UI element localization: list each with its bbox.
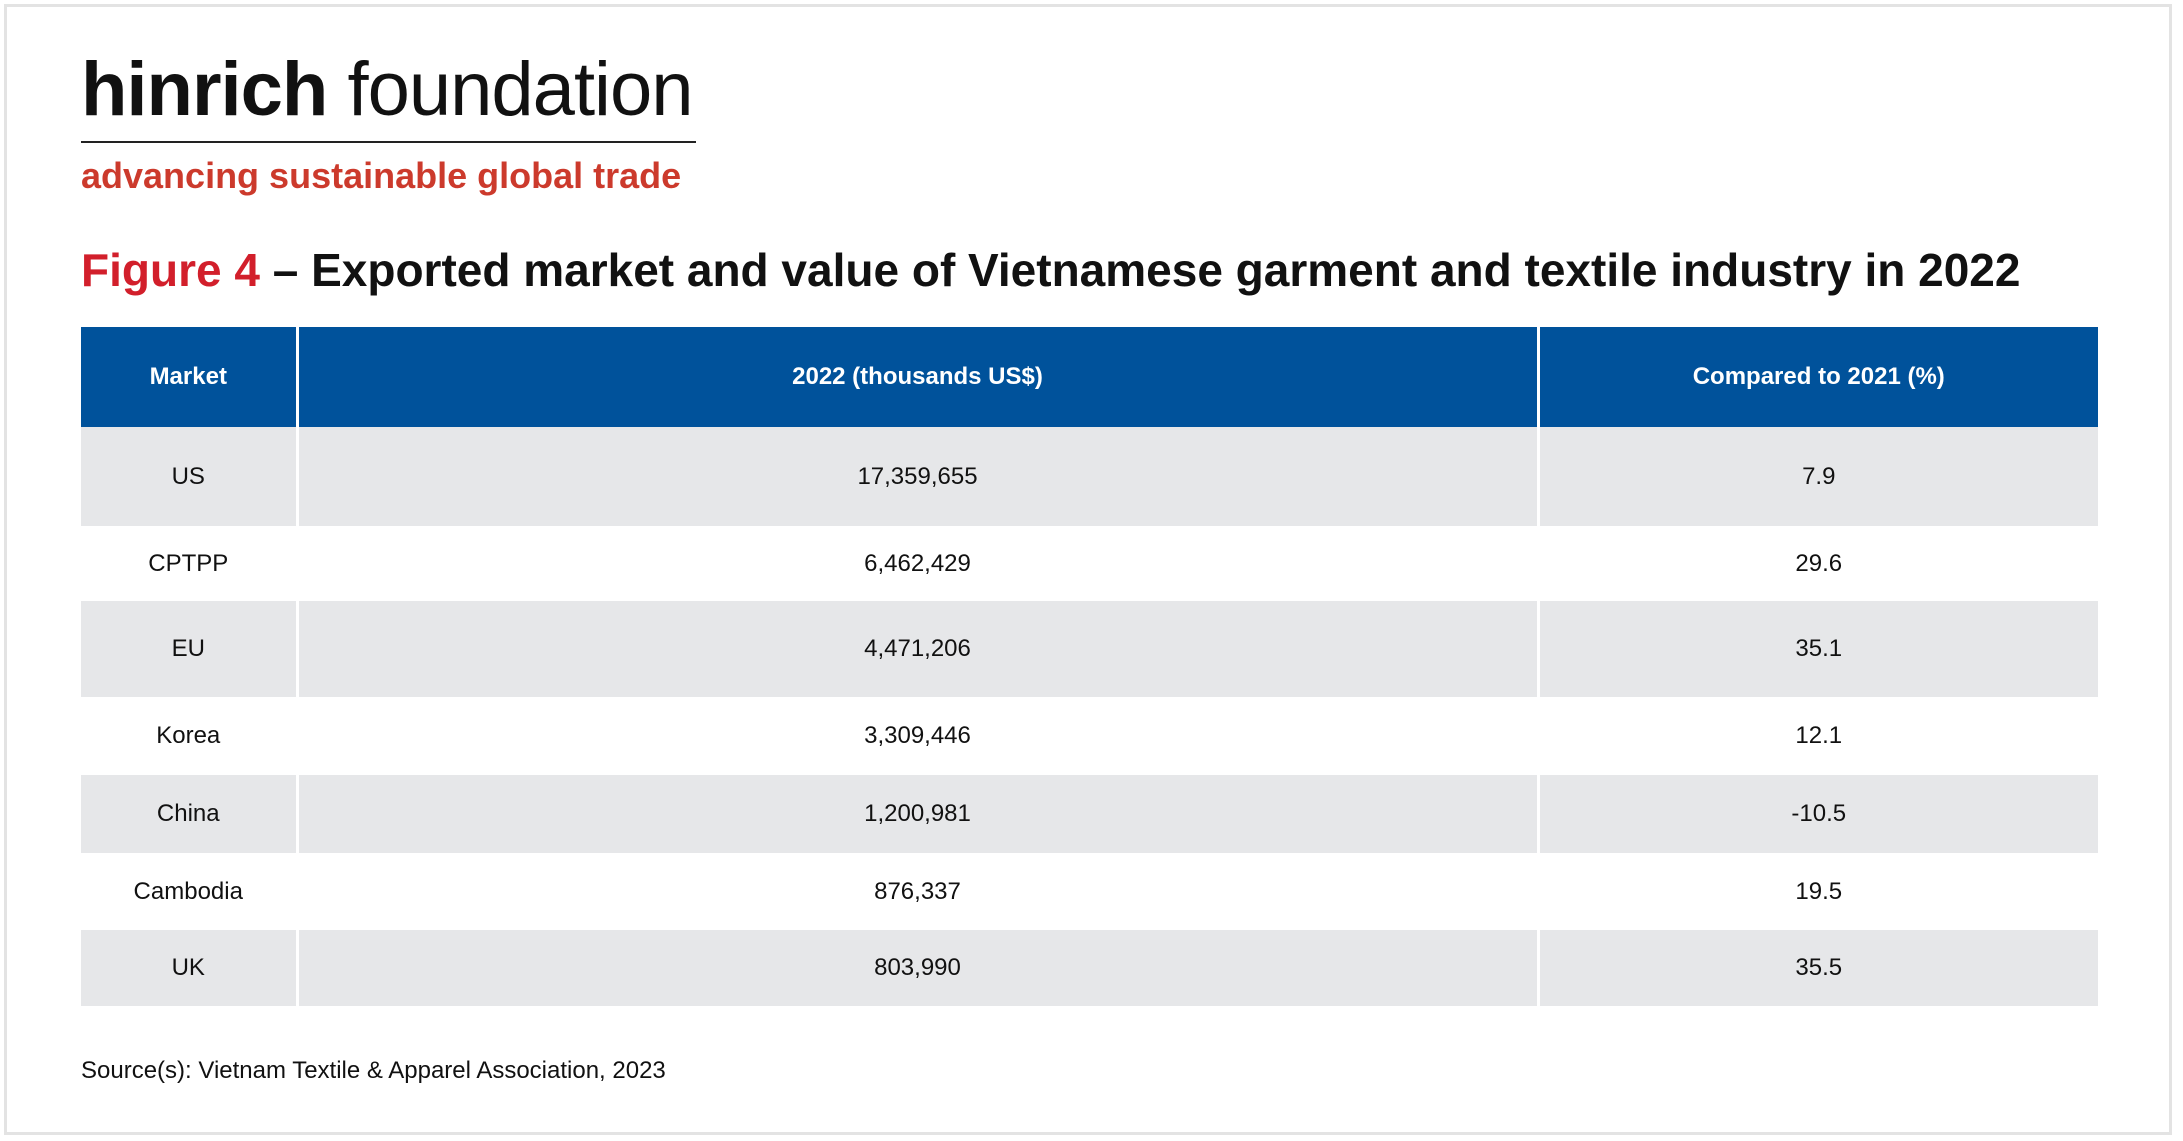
header-cell: Market [81,327,297,427]
table-row: Korea 3,309,446 12.1 [81,697,2098,775]
table-cell: 803,990 [295,930,1538,1006]
table-cell: China [81,775,297,853]
table-row: EU 4,471,206 35.1 [81,601,2098,697]
table-cell: 3,309,446 [295,697,1538,775]
header-cell: Compared to 2021 (%) [1536,327,2098,427]
figure-label: Figure 4 [81,244,260,296]
frame [4,4,2172,1135]
table-cell: 19.5 [1536,853,2098,930]
table-row: CPTPP 6,462,429 29.6 [81,526,2098,601]
header-row: Market 2022 (thousands US$) Compared to 20… [81,327,2098,427]
table-cell: 12.1 [1536,697,2098,775]
table-cell: -10.5 [1536,775,2098,853]
logo: hinrich foundation [81,52,693,128]
table-cell: 1,200,981 [295,775,1538,853]
table-row: US 17,359,655 7.9 [81,427,2098,526]
table-cell: CPTPP [81,526,297,601]
table-cell: US [81,427,297,526]
table-cell: 35.1 [1536,601,2098,697]
table-row: UK 803,990 35.5 [81,930,2098,1006]
logo-rule [81,141,696,143]
table-cell: 29.6 [1536,526,2098,601]
table-cell: 4,471,206 [295,601,1538,697]
table-cell: 876,337 [295,853,1538,930]
table-cell: 6,462,429 [295,526,1538,601]
tagline: advancing sustainable global trade [81,155,682,196]
table-cell: UK [81,930,297,1006]
table-row: Cambodia 876,337 19.5 [81,853,2098,930]
table-cell: 7.9 [1536,427,2098,526]
table-row: China 1,200,981 -10.5 [81,775,2098,853]
table-cell: 35.5 [1536,930,2098,1006]
data-table: Market 2022 (thousands US$) Compared to 20… [81,327,2098,1006]
logo-light: foundation [347,47,693,132]
logo-bold: hinrich [81,47,328,132]
source: Source(s): Vietnam Textile & Apparel Ass… [81,1057,666,1084]
figure-text: – Exported market and value of Vietnames… [272,244,2021,296]
header-cell: 2022 (thousands US$) [295,327,1538,427]
table-cell: Cambodia [81,853,297,930]
figure-title: Figure 4 – Exported market and value of … [81,243,2020,297]
table-cell: 17,359,655 [295,427,1538,526]
table-cell: Korea [81,697,297,775]
table-body: US 17,359,655 7.9 CPTPP 6,462,429 29.6 EU 4,471… [81,427,2098,1006]
table-cell: EU [81,601,297,697]
